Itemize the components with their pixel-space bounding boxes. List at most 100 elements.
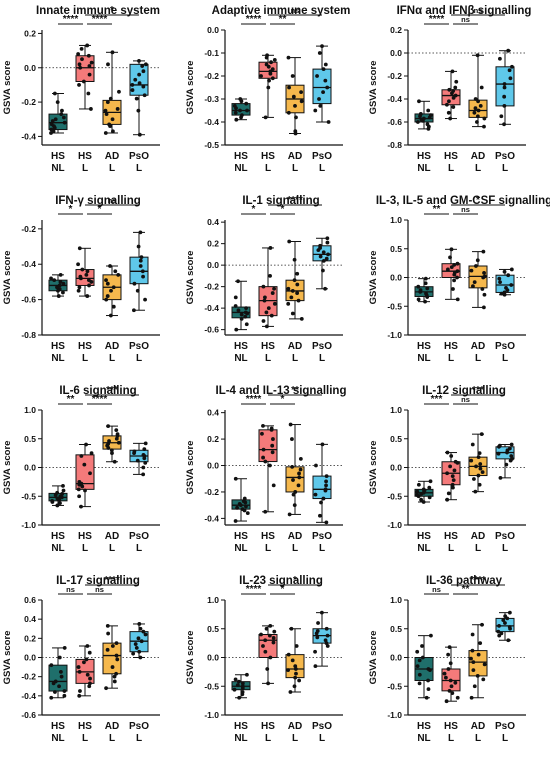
data-point <box>323 286 328 291</box>
data-point <box>263 649 268 654</box>
data-point <box>135 288 140 293</box>
x-tick-label: HS <box>51 531 65 542</box>
data-point <box>288 690 293 694</box>
data-point <box>110 451 114 456</box>
data-point <box>292 684 297 689</box>
data-point <box>315 74 319 78</box>
data-point <box>104 278 108 283</box>
data-point <box>471 660 476 664</box>
data-point <box>237 695 242 700</box>
data-point <box>234 327 239 332</box>
y-tick-label: 0.0 <box>390 273 402 283</box>
data-point <box>109 288 113 293</box>
y-tick-label: -0.2 <box>204 282 219 292</box>
data-point <box>114 436 119 441</box>
data-point <box>481 677 486 682</box>
data-point <box>268 623 273 628</box>
data-point <box>321 258 326 263</box>
data-point <box>135 458 140 463</box>
data-point <box>294 644 299 648</box>
data-point <box>130 88 135 92</box>
data-point <box>416 284 421 289</box>
data-point <box>481 305 486 310</box>
data-point <box>240 690 245 694</box>
data-point <box>299 90 303 94</box>
data-point <box>448 678 453 683</box>
data-point <box>423 299 427 304</box>
data-point <box>137 622 142 626</box>
data-point <box>83 488 87 493</box>
x-tick-label: L <box>319 353 325 364</box>
y-tick-label: 1.0 <box>390 595 402 605</box>
y-axis-label: GSVA score <box>185 441 196 495</box>
data-point <box>105 294 110 298</box>
x-tick-label: HS <box>234 721 248 732</box>
significance-label: * <box>281 204 285 215</box>
data-point <box>415 120 420 124</box>
data-point <box>450 482 455 487</box>
x-tick-label: PsO <box>129 721 149 732</box>
x-tick-label: HS <box>417 531 431 542</box>
x-tick-label: HS <box>51 151 65 162</box>
data-point <box>426 687 431 692</box>
data-point <box>143 632 148 637</box>
data-point <box>113 269 118 274</box>
y-tick-label: -0.6 <box>204 325 219 335</box>
x-tick-label: PsO <box>129 531 149 542</box>
x-tick-label: PsO <box>129 151 149 162</box>
y-axis-label: GSVA score <box>368 631 379 685</box>
x-tick-label: L <box>475 353 481 364</box>
data-point <box>132 281 137 286</box>
data-point <box>270 76 275 81</box>
data-point <box>475 120 479 124</box>
data-point <box>317 97 321 101</box>
data-point <box>499 114 504 119</box>
data-point <box>235 683 240 687</box>
data-point <box>291 94 296 99</box>
data-point <box>297 678 302 683</box>
data-point <box>498 56 502 61</box>
y-tick-label: -0.5 <box>387 301 402 311</box>
x-tick-label: L <box>136 543 142 554</box>
significance-label: ns <box>95 585 104 594</box>
data-point <box>261 447 266 452</box>
data-point <box>244 101 249 106</box>
data-point <box>420 655 425 660</box>
data-point <box>264 310 269 315</box>
y-tick-label: 0.0 <box>24 63 36 73</box>
data-point <box>114 653 119 658</box>
significance-label: **** <box>104 575 120 586</box>
data-point <box>80 484 85 489</box>
y-tick-label: 1.0 <box>390 405 402 415</box>
x-tick-label: L <box>475 733 481 744</box>
data-point <box>106 424 111 428</box>
data-point <box>502 82 507 86</box>
x-tick-label: HS <box>261 531 275 542</box>
data-point <box>482 124 486 129</box>
data-point <box>498 475 503 480</box>
chart-panel: IFNα and IFNβ signalling GSVA score -0.8 -0… <box>368 5 531 174</box>
y-axis-label: GSVA score <box>368 61 379 115</box>
x-tick-label: L <box>265 733 271 744</box>
x-tick-label: L <box>475 163 481 174</box>
data-point <box>87 72 92 77</box>
y-tick-label: 0.0 <box>207 260 219 270</box>
data-point <box>450 69 455 74</box>
data-point <box>455 269 460 274</box>
y-tick-label: 0.0 <box>390 653 402 663</box>
data-point <box>242 496 247 501</box>
data-point <box>269 426 274 431</box>
x-tick-label: L <box>448 163 454 174</box>
data-point <box>293 129 298 134</box>
data-point <box>504 462 509 467</box>
x-tick-label: NL <box>417 163 430 174</box>
data-point <box>474 464 478 469</box>
data-point <box>260 431 264 436</box>
data-point <box>55 100 60 104</box>
data-point <box>415 493 420 497</box>
data-point <box>286 668 290 673</box>
data-point <box>271 437 275 441</box>
y-tick-label: 0.4 <box>207 408 219 418</box>
data-point <box>232 104 237 108</box>
